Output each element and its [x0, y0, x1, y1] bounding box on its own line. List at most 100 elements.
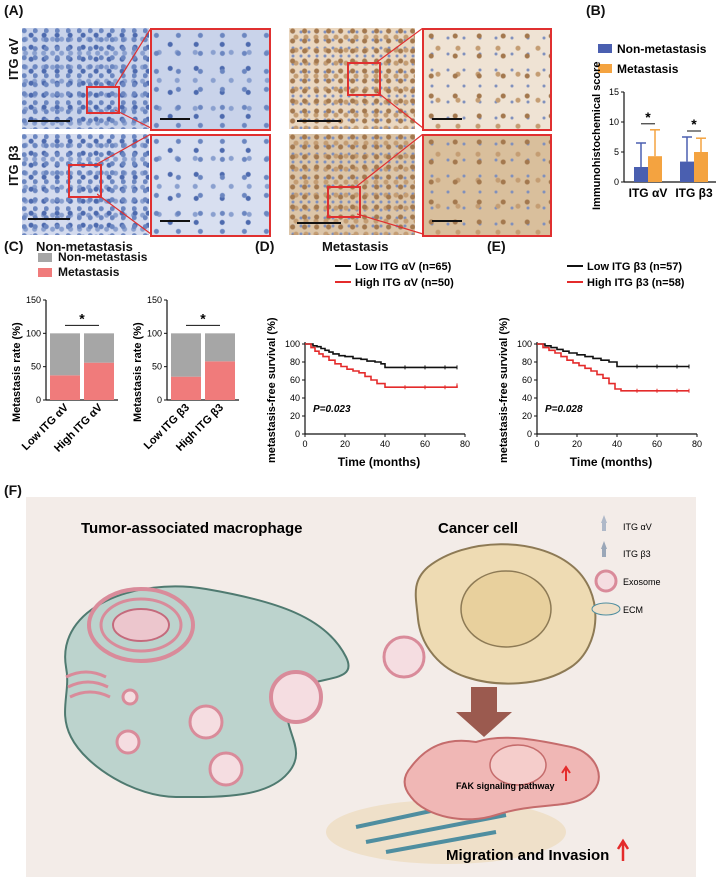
y-tick-label: 0 — [157, 395, 162, 405]
bar-segment — [171, 376, 201, 400]
legend-swatch-met — [598, 64, 612, 73]
y-tick-label: 0 — [36, 395, 41, 405]
y-tick-label: 10 — [609, 117, 619, 127]
arrow-up-icon — [616, 838, 630, 861]
x-tick-label: 20 — [340, 439, 350, 449]
chart-b-ylabel: Immunohistochemical score — [591, 61, 603, 210]
legend-label: High ITG αV (n=50) — [355, 277, 454, 289]
zoom-box — [68, 164, 102, 198]
migration-label: Migration and Invasion — [446, 847, 609, 864]
micrograph-zoom-nonmet-itgb3 — [150, 134, 271, 237]
mechanism-diagram: Tumor-associated macrophage Cancer cell … — [26, 497, 696, 877]
zoom-box — [327, 186, 361, 218]
arrow-up-icon — [561, 765, 571, 781]
nucleus — [112, 608, 170, 642]
arrow-down-icon — [456, 687, 512, 737]
micrograph-met-itgb3 — [289, 134, 415, 235]
scale-bar — [297, 120, 341, 122]
y-tick-label: 100 — [26, 328, 41, 338]
x-tick-label: 0 — [534, 439, 539, 449]
zoom-connector-lines — [357, 134, 424, 235]
micrograph-zoom-met-itgav — [422, 28, 552, 131]
row-label-itgb3: ITG β3 — [6, 145, 21, 186]
chart-c1-ylabel: Metastasis rate (%) — [11, 322, 23, 422]
micrograph-nonmet-itgav — [22, 28, 149, 129]
diagram-legend: ITG αV ITG β3 Exosome ECM — [591, 515, 661, 616]
panel-label-b: (B) — [586, 2, 606, 18]
y-tick-label: 0 — [295, 429, 300, 439]
significance-mark: * — [200, 310, 206, 326]
x-tick-label: 40 — [380, 439, 390, 449]
legend-label: Low ITG β3 (n=57) — [587, 261, 682, 273]
bar-segment — [205, 333, 235, 362]
x-tick-label: 20 — [572, 439, 582, 449]
panel-label-f: (F) — [4, 482, 22, 498]
exosome — [115, 729, 141, 755]
legend-label: High ITG β3 (n=58) — [587, 277, 685, 289]
legend-swatch — [38, 268, 52, 278]
legend-swatch-nonmet — [598, 44, 612, 53]
significance-mark: * — [691, 116, 697, 132]
legend-label-ecm: ECM — [623, 605, 643, 615]
exosome — [188, 704, 224, 740]
col-label-met: Metastasis — [322, 239, 389, 254]
exosome-released — [269, 670, 323, 724]
y-tick-label: 60 — [522, 375, 532, 385]
fak-label: FAK signaling pathway — [456, 781, 555, 791]
macrophage-label: Tumor-associated macrophage — [81, 520, 302, 537]
chart-b-plot: 0 5 10 15 ITG αV * ITG β3 * — [609, 87, 716, 200]
y-tick-label: 20 — [290, 411, 300, 421]
significance-mark: * — [79, 310, 85, 326]
cancer-nucleus — [460, 570, 552, 648]
legend-label-nonmet: Non-metastasis — [617, 42, 707, 56]
legend-label: Low ITG αV (n=65) — [355, 261, 452, 273]
micrograph-nonmet-itgb3 — [22, 134, 149, 235]
col-label-nonmet: Non-metastasis — [36, 239, 133, 254]
zoom-connector-lines — [115, 28, 152, 129]
y-tick-label: 40 — [522, 393, 532, 403]
y-tick-label: 0 — [614, 177, 619, 187]
y-tick-label: 40 — [290, 393, 300, 403]
chart-b-legend: Non-metastasis Metastasis — [598, 42, 707, 76]
exosome — [121, 688, 139, 706]
scale-bar — [297, 222, 341, 224]
survival-curve — [305, 343, 458, 388]
scale-bar — [28, 218, 70, 220]
y-tick-label: 100 — [147, 328, 162, 338]
y-tick-label: 80 — [522, 357, 532, 367]
scale-bar — [160, 118, 190, 120]
zoom-connector-lines — [97, 134, 152, 235]
chart-d: metastasis-free survival (%) Time (month… — [266, 261, 470, 469]
bar-segment — [205, 361, 235, 400]
scale-bar — [432, 118, 462, 120]
chart-e: metastasis-free survival (%) Time (month… — [498, 261, 702, 469]
survival-curve — [537, 343, 689, 392]
exosome — [208, 751, 244, 787]
y-tick-label: 60 — [290, 375, 300, 385]
y-tick-label: 50 — [31, 362, 41, 372]
legend-label: Metastasis — [58, 265, 120, 279]
y-tick-label: 80 — [290, 357, 300, 367]
panel-label-d: (D) — [255, 238, 275, 254]
integrin-b3-icon — [601, 541, 607, 557]
bar-segment — [84, 362, 114, 400]
chart-e-ylabel: metastasis-free survival (%) — [498, 317, 510, 463]
bar — [648, 156, 662, 182]
zoom-box — [347, 62, 381, 96]
p-value: P=0.028 — [545, 404, 583, 415]
scale-bar — [160, 220, 190, 222]
y-tick-label: 150 — [26, 295, 41, 305]
bar-segment — [171, 333, 201, 377]
p-value: P=0.023 — [313, 404, 351, 415]
micrograph-zoom-nonmet-itgav — [150, 28, 271, 131]
bar-segment — [50, 375, 80, 400]
exosome-icon — [594, 569, 618, 593]
legend-label: Non-metastasis — [58, 250, 148, 264]
legend-label-itgb3: ITG β3 — [623, 549, 651, 559]
legend-label-met: Metastasis — [617, 62, 679, 76]
chart-b: Non-metastasis Metastasis Immunohistoche… — [591, 42, 716, 210]
